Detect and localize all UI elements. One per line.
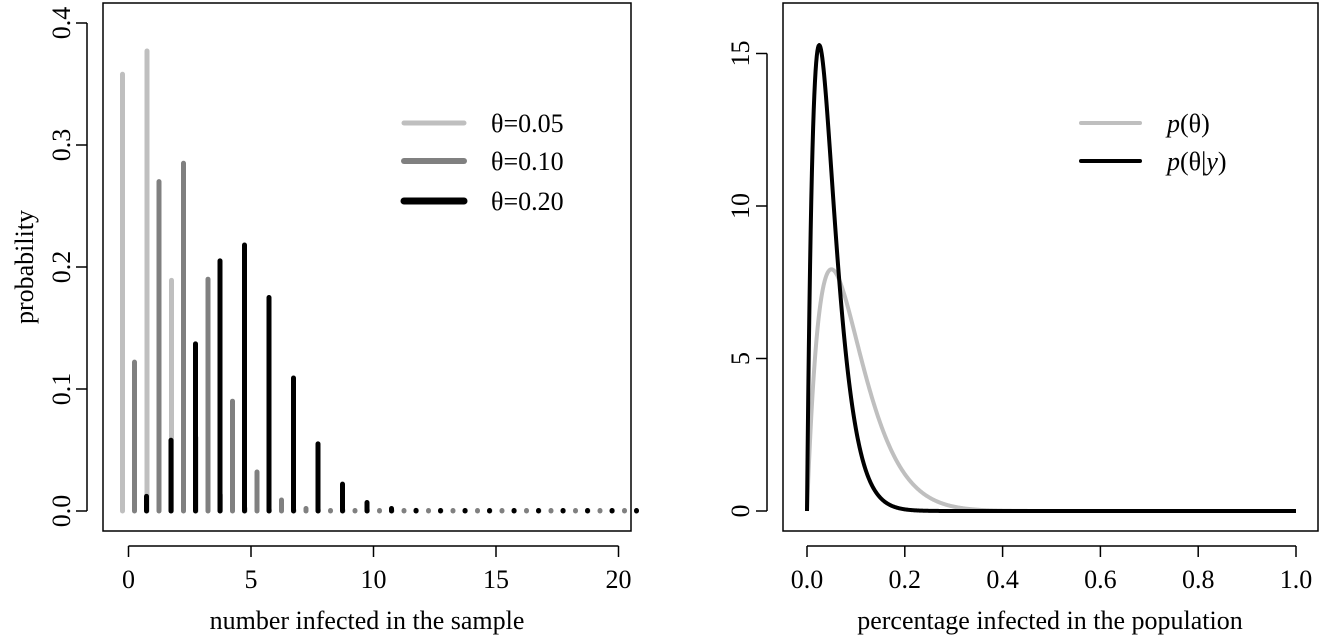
right-x-tick-label: 1.0	[1280, 565, 1313, 594]
left-legend-item: θ=0.20	[400, 187, 564, 216]
right-y-tick-label: 15	[726, 41, 755, 67]
left-y-axis-label: probability	[10, 210, 39, 324]
right-legend: p(θ) p(θ|y)	[1079, 109, 1227, 176]
left-y-tick-label: 0.4	[47, 7, 76, 40]
right-x-tick-label: 0.0	[791, 565, 824, 594]
left-plot: 0 5 10 15 20 0.0 0.1 0.2 0.3 0.4 number infected…	[10, 2, 639, 635]
left-legend-item: θ=0.05	[401, 109, 564, 138]
left-legend-label: θ=0.20	[491, 187, 564, 216]
left-legend-item: θ=0.10	[401, 147, 564, 176]
density-curve-0	[805, 267, 1298, 513]
left-plot-frame	[102, 2, 632, 532]
right-lines	[805, 43, 1298, 513]
left-x-axis-label: number infected in the sample	[210, 606, 525, 635]
left-y-axis: 0.0 0.1 0.2 0.3 0.4	[47, 7, 88, 528]
right-y-tick-label: 10	[726, 193, 755, 219]
right-x-axis: 0.0 0.2 0.4 0.6 0.8 1.0	[791, 545, 1313, 594]
left-x-tick-label: 10	[361, 565, 387, 594]
left-y-tick-label: 0.0	[47, 495, 76, 528]
left-x-axis: 0 5 10 15 20	[122, 545, 632, 594]
left-legend: θ=0.05 θ=0.10 θ=0.20	[400, 109, 564, 216]
left-y-tick-label: 0.1	[47, 373, 76, 406]
left-y-tick-label: 0.3	[47, 129, 76, 162]
right-x-tick-label: 0.4	[986, 565, 1019, 594]
left-legend-label: θ=0.05	[491, 109, 564, 138]
left-bars	[120, 48, 639, 514]
right-x-axis-label: percentage infected in the population	[857, 606, 1243, 635]
right-y-axis: 0 5 10 15	[726, 41, 768, 518]
right-plot: 0.0 0.2 0.4 0.6 0.8 1.0 0 5 10 15 percentage inf…	[726, 2, 1319, 635]
right-legend-label: p(θ|y)	[1165, 147, 1227, 176]
density-curve-1	[805, 43, 1298, 513]
left-y-tick-label: 0.2	[47, 251, 76, 284]
left-x-tick-label: 20	[606, 565, 632, 594]
right-legend-item: p(θ)	[1079, 109, 1210, 138]
right-legend-label: p(θ)	[1165, 109, 1210, 138]
right-plot-frame	[782, 2, 1319, 532]
left-legend-label: θ=0.10	[491, 147, 564, 176]
right-y-tick-label: 0	[726, 505, 755, 518]
left-x-tick-label: 5	[245, 565, 258, 594]
right-y-tick-label: 5	[726, 352, 755, 365]
left-x-tick-label: 15	[483, 565, 509, 594]
right-x-tick-label: 0.8	[1182, 565, 1215, 594]
right-x-tick-label: 0.6	[1084, 565, 1117, 594]
right-legend-item: p(θ|y)	[1079, 147, 1227, 176]
left-x-tick-label: 0	[122, 565, 135, 594]
right-x-tick-label: 0.2	[889, 565, 922, 594]
